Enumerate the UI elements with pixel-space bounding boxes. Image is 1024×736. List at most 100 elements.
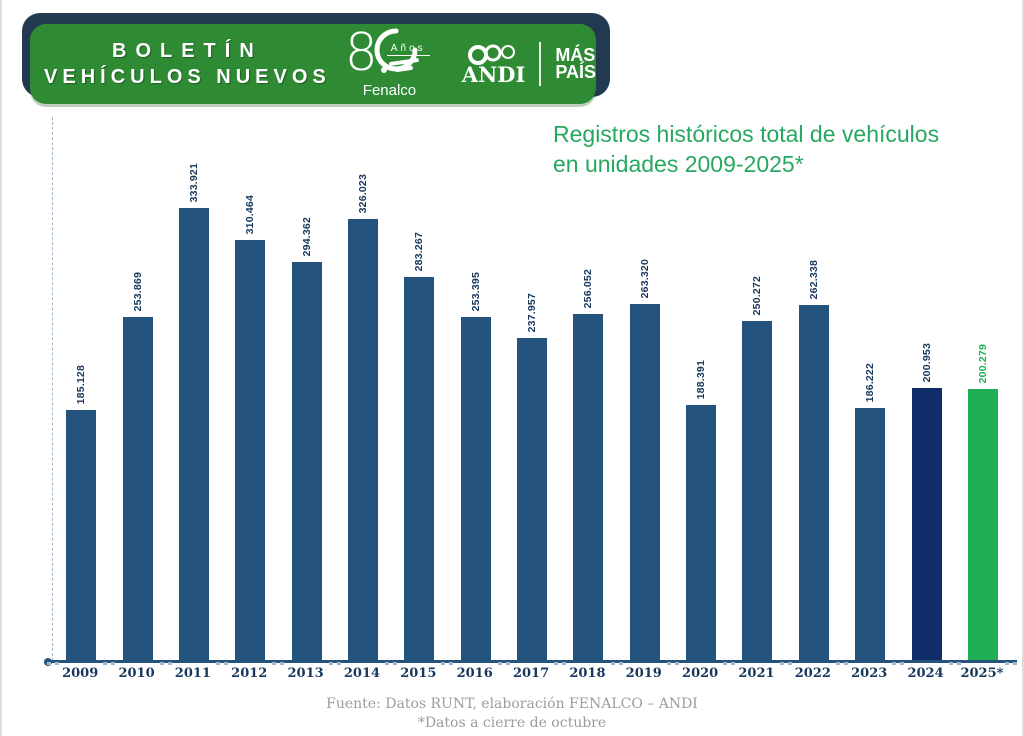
bar <box>855 408 886 661</box>
source-note: Fuente: Datos RUNT, elaboración FENALCO … <box>326 696 698 712</box>
banner-title-line1: BOLETÍN <box>112 40 263 62</box>
bar-value-label: 262.338 <box>807 259 820 299</box>
x-axis-label: 2020 <box>682 666 719 681</box>
bars-container: 185.128 253.869 333.921 310.464 294.362 326.0… <box>53 117 1011 661</box>
fenalco-anos-label: Años <box>386 43 430 56</box>
bar-group: 188.391 <box>673 117 729 661</box>
footer: Fuente: Datos RUNT, elaboración FENALCO … <box>0 695 1024 733</box>
bar-group: 253.869 <box>109 117 165 661</box>
bar <box>347 219 378 661</box>
axis-tick <box>159 662 172 665</box>
bar-value-label: 200.279 <box>976 343 989 383</box>
x-axis-label: 2022 <box>794 666 831 681</box>
axis-tick <box>216 662 229 665</box>
axis-tick <box>666 662 679 665</box>
bar <box>629 304 660 661</box>
x-axis-label: 2024 <box>907 666 944 681</box>
fenalco-dot-icon <box>380 67 387 73</box>
bar-value-label: 253.395 <box>469 271 482 311</box>
bar-group: 256.052 <box>560 117 616 661</box>
bar <box>404 277 435 661</box>
bar <box>742 321 773 661</box>
x-axis-label: 2023 <box>851 666 888 681</box>
bar-value-label: 256.052 <box>582 268 595 308</box>
axis-tick <box>948 662 961 665</box>
x-axis-line <box>47 660 1017 663</box>
chart-title: Registros históricos total de vehículos … <box>553 119 1003 179</box>
pais-line: PAÍS <box>555 62 596 82</box>
x-axis-label: 2019 <box>625 666 662 681</box>
axis-tick <box>328 662 341 665</box>
bar-group: 200.279 <box>955 117 1011 661</box>
x-axis-label: 2012 <box>231 666 268 681</box>
bar <box>460 317 491 661</box>
mas-pais-wordmark: MÁS PAÍS <box>555 45 596 82</box>
bar-value-label: 185.128 <box>75 364 88 404</box>
x-axis-label: 2011 <box>174 666 211 681</box>
andi-swirl-icon <box>467 44 515 65</box>
bar-value-label: 253.869 <box>131 271 144 311</box>
bar-value-label: 237.957 <box>526 292 539 332</box>
cutoff-note: *Datos a cierre de octubre <box>417 715 607 731</box>
x-axis-label: 2010 <box>118 666 155 681</box>
bar-group: 283.267 <box>391 117 447 661</box>
bar <box>911 388 942 661</box>
bar <box>235 240 266 661</box>
mas-line: MÁS <box>555 45 596 65</box>
logo-divider <box>539 42 542 86</box>
bar-value-label: 188.391 <box>695 359 708 399</box>
bar-value-label: 333.921 <box>187 162 200 202</box>
x-axis-label: 2013 <box>287 666 324 681</box>
bar-value-label: 186.222 <box>864 362 877 402</box>
page-left-border <box>0 0 2 736</box>
chart-title-line1: Registros históricos total de vehículos <box>553 121 940 147</box>
bar-group: 186.222 <box>842 117 898 661</box>
x-axis-label: 2009 <box>62 666 99 681</box>
bar-value-label: 283.267 <box>413 231 426 271</box>
banner-title-line2: VEHÍCULOS NUEVOS <box>44 66 331 88</box>
x-axis-label: 2015 <box>400 666 437 681</box>
x-axis-label: 2014 <box>343 666 381 681</box>
axis-tick <box>47 662 59 665</box>
bar-group: 310.464 <box>222 117 278 661</box>
bar <box>66 410 97 661</box>
fenalco-wordmark: Fenalco <box>362 82 417 99</box>
axis-tick <box>610 662 623 665</box>
axis-tick <box>272 662 285 665</box>
bar-value-label: 250.272 <box>751 275 764 315</box>
banner-logos: 8 Años Fenalco ANDI MÁS <box>345 23 596 99</box>
axis-tick <box>497 662 510 665</box>
x-axis-label: 2018 <box>569 666 606 681</box>
header-banner: BOLETÍN VEHÍCULOS NUEVOS 8 Años Fenalco <box>30 23 596 104</box>
axis-tick <box>441 662 454 665</box>
bar-group: 185.128 <box>53 117 109 661</box>
bar-group: 253.395 <box>448 117 504 661</box>
x-axis-label: 2025* <box>960 666 1004 681</box>
bar-group: 294.362 <box>278 117 334 661</box>
bar <box>291 262 322 661</box>
bar-group: 262.338 <box>786 117 842 661</box>
andi-logo: ANDI <box>461 43 526 87</box>
andi-wordmark: ANDI <box>461 62 526 87</box>
axis-tick <box>892 662 905 665</box>
bar <box>967 389 998 661</box>
bar-chart: 185.128 253.869 333.921 310.464 294.362 326.0… <box>44 117 1017 666</box>
bar-value-label: 294.362 <box>300 216 313 256</box>
bar <box>798 305 829 661</box>
chart-title-line2: en unidades 2009-2025* <box>553 151 804 177</box>
axis-tick <box>835 662 848 665</box>
axis-tick <box>779 662 792 665</box>
bar <box>122 317 153 661</box>
banner-title: BOLETÍN VEHÍCULOS NUEVOS <box>30 38 345 90</box>
bar-group: 200.953 <box>898 117 954 661</box>
fenalco-80-numeral: 8 <box>344 23 378 83</box>
bar-value-label: 326.023 <box>356 173 369 213</box>
bar-group: 250.272 <box>729 117 785 661</box>
axis-tick <box>554 662 567 665</box>
axis-tick <box>1005 662 1017 665</box>
bar <box>686 405 717 661</box>
page-right-border <box>1022 0 1024 736</box>
bar-value-label: 263.320 <box>638 258 651 298</box>
bar-group: 237.957 <box>504 117 560 661</box>
